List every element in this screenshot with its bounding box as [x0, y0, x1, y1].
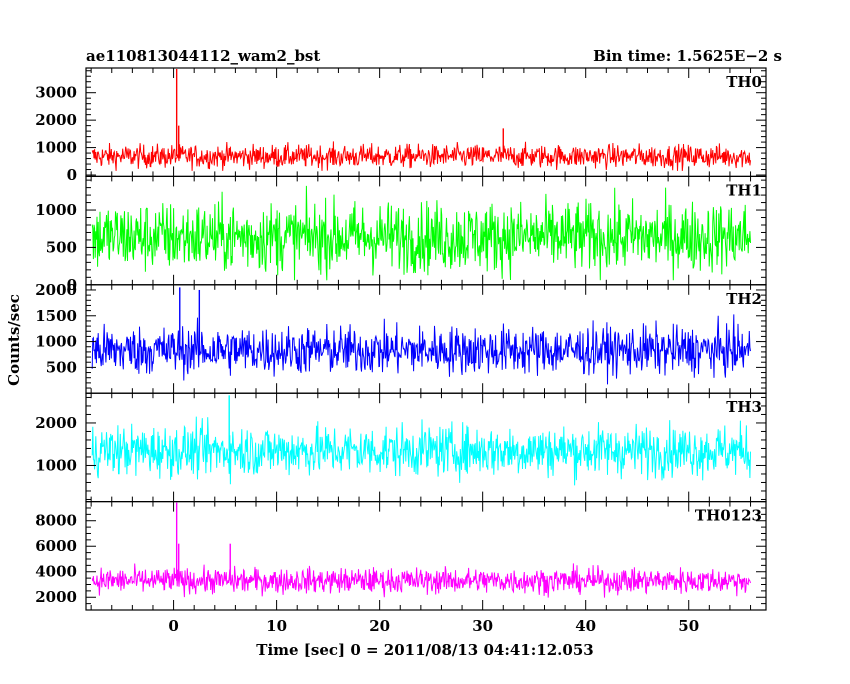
- series-line-th3: [91, 416, 751, 486]
- x-axis-label: Time [sec] 0 = 2011/08/13 04:41:12.053: [256, 641, 593, 659]
- y-tick-label: 2000: [35, 281, 77, 299]
- chart-title-right: Bin time: 1.5625E−2 s: [593, 47, 782, 65]
- panel-th2: 500 1000 1500 2000 TH2: [35, 281, 767, 394]
- panels-group: 0100020003000TH005001000TH15001000150020…: [35, 67, 767, 635]
- y-tick-label: 1000: [35, 201, 77, 219]
- panel-label-th0123: TH0123: [695, 507, 762, 525]
- y-axis-label: Counts/sec: [5, 294, 23, 386]
- x-tick-label: 30: [472, 617, 493, 635]
- y-tick-label: 1500: [35, 307, 77, 325]
- y-tick-label: 2000: [35, 414, 77, 432]
- y-tick-label: 1000: [35, 139, 77, 157]
- panel-th3: 1000 2000 TH3: [35, 392, 767, 503]
- panel-label-th2: TH2: [726, 290, 762, 308]
- y-tick-label: 6000: [35, 537, 77, 555]
- panel-label-th0: TH0: [726, 73, 762, 91]
- series-line-th2: [91, 314, 751, 385]
- series-line-th0123: [91, 563, 751, 598]
- panel-frame-th0123: [85, 501, 767, 611]
- chart-title-left: ae110813044112_wam2_bst: [86, 47, 320, 65]
- y-tick-label: 1000: [35, 333, 77, 351]
- y-tick-label: 0: [67, 166, 77, 184]
- y-tick-label: 500: [46, 238, 77, 256]
- panel-label-th1: TH1: [726, 181, 762, 199]
- x-tick-label: 20: [369, 617, 390, 635]
- series-line-th1: [91, 185, 751, 281]
- x-tick-label: 10: [266, 617, 287, 635]
- y-tick-label: 500: [46, 358, 77, 376]
- y-tick-label: 2000: [35, 588, 77, 606]
- panel-th0: 0 1000 2000 3000 TH0: [35, 67, 767, 184]
- y-tick-label: 4000: [35, 563, 77, 581]
- y-tick-label: 0: [67, 276, 77, 294]
- panel-th1: 0 500 1000 TH1: [35, 175, 767, 294]
- y-tick-label: 1000: [35, 456, 77, 474]
- y-tick-label: 8000: [35, 512, 77, 530]
- series-line-th0: [91, 141, 751, 171]
- y-tick-label: 2000: [35, 111, 77, 129]
- y-tick-label: 3000: [35, 84, 77, 102]
- x-tick-label: 0: [168, 617, 178, 635]
- x-tick-label: 50: [678, 617, 699, 635]
- x-tick-label: 40: [575, 617, 596, 635]
- panel-th0123: 2000 4000 6000 8000 TH0123: [35, 501, 767, 611]
- panel-label-th3: TH3: [726, 398, 762, 416]
